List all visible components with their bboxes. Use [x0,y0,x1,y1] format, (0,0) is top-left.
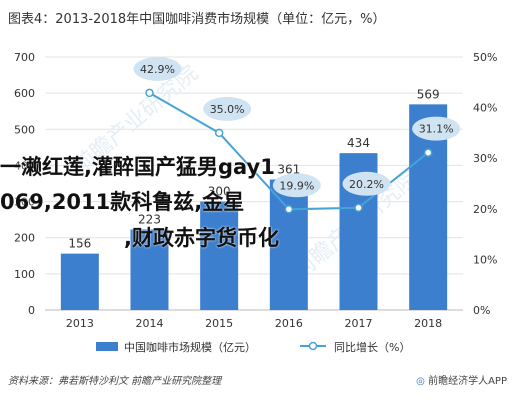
y-right-tick-label: 20% [473,203,497,216]
y-right-tick-label: 50% [473,51,497,64]
legend-label-line: 同比增长（%） [334,340,410,354]
legend-marker-line [308,341,318,351]
x-axis: 2013 2014 2015 2016 2017 2018 [66,317,442,330]
data-label-bubble [203,96,252,121]
bar [269,179,308,310]
y-right-tick-label: 30% [473,152,497,165]
y-left-tick-label: 200 [14,232,35,245]
y-right-tick-label: 10% [473,253,497,266]
legend-swatch-bar [96,342,118,351]
line-series: 42.9% 35.0% 19.9% 20.2% 31.1% [133,56,461,214]
x-tick-label: 2015 [205,317,233,330]
x-tick-label: 2014 [136,317,164,330]
chart-title: 图表4：2013-2018年中国咖啡消费市场规模（单位：亿元，%） [8,12,386,27]
line-point [423,148,433,157]
data-label-bubble [342,171,391,196]
legend-label-bar: 中国咖啡市场规模（亿元） [124,340,256,354]
y-left-tick-label: 700 [14,51,35,64]
bar-value-label: 300 [208,185,231,199]
overlay-text-line-3: ,财政赤字货币化 [124,226,279,250]
line-value-label: 31.1% [419,123,454,136]
y-left-tick-label: 300 [14,196,35,209]
bar-value-label: 434 [347,136,370,150]
y-left-tick-label: 500 [14,123,35,136]
overlay-text-line-1: 一濑红莲,灌醉国产猛男gay1 [0,155,275,179]
x-tick-label: 2017 [345,317,373,330]
line-value-label: 42.9% [140,63,175,76]
data-label-bubble [412,116,461,141]
bar [60,253,99,310]
grid-lines [45,56,463,311]
y-right-tick-label: 40% [473,102,497,115]
line-point [284,205,294,214]
bar-value-label: 361 [277,163,300,177]
x-tick-label: 2016 [275,317,303,330]
logo-icon: ◎ [416,376,425,387]
y-axis-left: 0 100 200 300 400 500 600 700 [14,51,35,317]
line-point [354,203,363,213]
bar-value-label: 569 [417,87,440,101]
y-right-tick-label: 0% [473,304,490,317]
bar [130,229,169,310]
line-value-label: 35.0% [210,103,245,116]
legend: 中国咖啡市场规模（亿元） 同比增长（%） [96,340,410,354]
bar [200,201,239,310]
y-left-tick-label: 600 [14,87,35,100]
brand-logo: ◎ 前瞻经济学人APP [416,372,507,387]
bar-value-label: 223 [138,212,161,226]
line-point [145,88,154,98]
overlay-text-line-2: 069,2011款科鲁兹,金星 [0,190,245,214]
source-note: 资料来源：弗若斯特沙利文 前瞻产业研究院整理 [8,376,222,387]
y-left-tick-label: 100 [14,268,35,281]
line-value-label: 20.2% [349,178,384,191]
data-label-bubble [272,173,321,198]
x-tick-label: 2013 [66,317,94,330]
data-label-bubble [133,56,182,81]
y-left-tick-label: 0 [28,304,35,317]
bar-value-label: 156 [68,237,91,251]
y-axis-right: 0% 10% 20% 30% 40% 50% [473,51,497,317]
x-tick-label: 2018 [414,317,442,330]
line-value-label: 19.9% [279,179,314,192]
y-left-tick-label: 400 [14,159,35,172]
line-point [214,128,224,138]
logo-label: 前瞻经济学人APP [428,376,507,387]
